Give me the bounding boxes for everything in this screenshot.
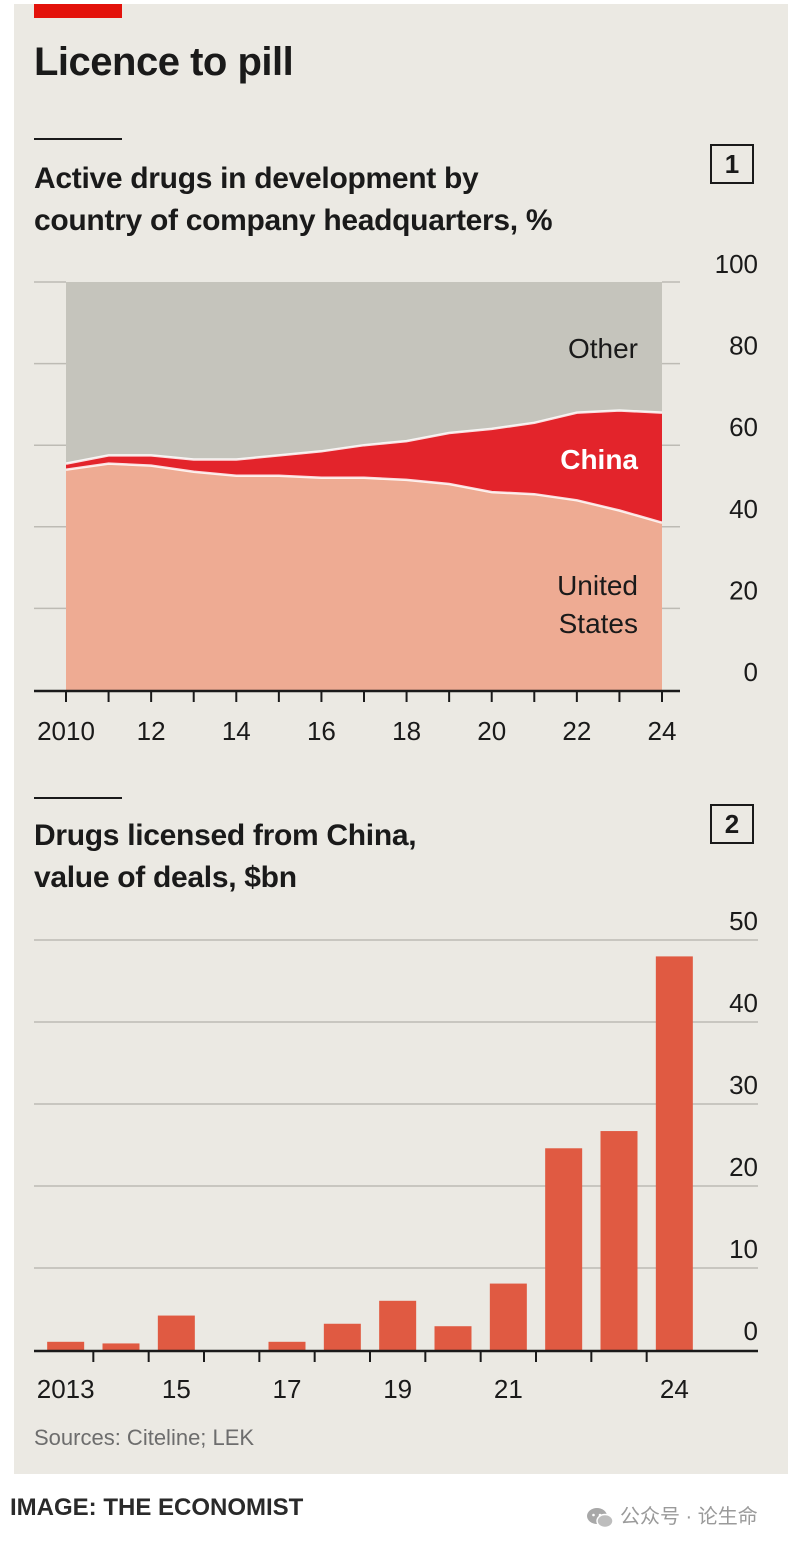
y-tick-label: 80 [729,331,758,361]
y-tick-label: 60 [729,412,758,442]
area-series-united-states [66,463,662,690]
x-tick-label: 22 [562,716,591,746]
bar-2024 [655,956,693,1350]
series-label-other: Other [568,333,638,364]
area-series-china [66,410,662,523]
chart1-subtitle-line-1: Active drugs in development by [34,162,479,195]
image-credit: IMAGE: THE ECONOMIST [10,1494,304,1521]
headline: Licence to pill [34,40,294,84]
chart2-subtitle-line-2: value of deals, $bn [34,861,297,894]
y-tick-label: 0 [744,1316,758,1346]
x-tick-label: 12 [137,716,166,746]
bar-2023 [600,1131,638,1350]
bar-2014 [102,1343,140,1350]
y-tick-label: 10 [729,1234,758,1264]
series-label-china: China [560,444,638,475]
x-tick-label: 14 [222,716,251,746]
y-tick-label: 30 [729,1070,758,1100]
y-tick-label: 100 [715,249,758,279]
y-tick-label: 0 [744,657,758,687]
bar-2015 [157,1315,195,1350]
chart1-number-badge: 1 [710,144,754,184]
x-tick-label: 15 [162,1374,191,1404]
watermark: 公众号 · 论生命 [586,1500,758,1529]
wechat-icon [587,1507,614,1528]
chart2-number-badge: 2 [710,804,754,844]
bar-2018 [323,1323,361,1350]
source-note: Sources: Citeline; LEK [34,1425,255,1450]
x-tick-label: 19 [383,1374,412,1404]
x-tick-label: 18 [392,716,421,746]
x-tick-label: 24 [660,1374,689,1404]
x-tick-label: 2010 [37,716,95,746]
chart2-rule [34,797,122,799]
y-tick-label: 50 [729,906,758,936]
y-tick-label: 40 [729,494,758,524]
bar-2021 [489,1283,527,1350]
area-boundary-line [65,462,663,524]
series-label-united-states: States [559,608,638,639]
bar-2017 [268,1341,306,1350]
bar-2022 [545,1148,583,1350]
chart2-subtitle-line-1: Drugs licensed from China, [34,819,417,852]
y-tick-label: 40 [729,988,758,1018]
economist-red-tag [34,4,122,18]
area-series-other [66,282,662,464]
y-tick-label: 20 [729,1152,758,1182]
bar-2020 [434,1326,472,1350]
watermark-text: 公众号 · 论生命 [620,1506,758,1528]
area-boundary-line [65,409,663,465]
series-label-united-states: United [557,570,638,601]
y-tick-label: 20 [729,575,758,605]
chart2-subtitle: Drugs licensed from China, value of deal… [34,815,417,899]
x-tick-label: 17 [273,1374,302,1404]
x-tick-label: 2013 [37,1374,95,1404]
x-tick-label: 16 [307,716,336,746]
chart1-subtitle-line-2: country of company headquarters, % [34,204,553,237]
x-tick-label: 24 [648,716,677,746]
x-tick-label: 21 [494,1374,523,1404]
x-tick-label: 20 [477,716,506,746]
chart1-subtitle: Active drugs in development by country o… [34,158,553,242]
bar-2013 [47,1341,85,1350]
bar-2019 [379,1300,417,1350]
chart1-rule [34,138,122,140]
